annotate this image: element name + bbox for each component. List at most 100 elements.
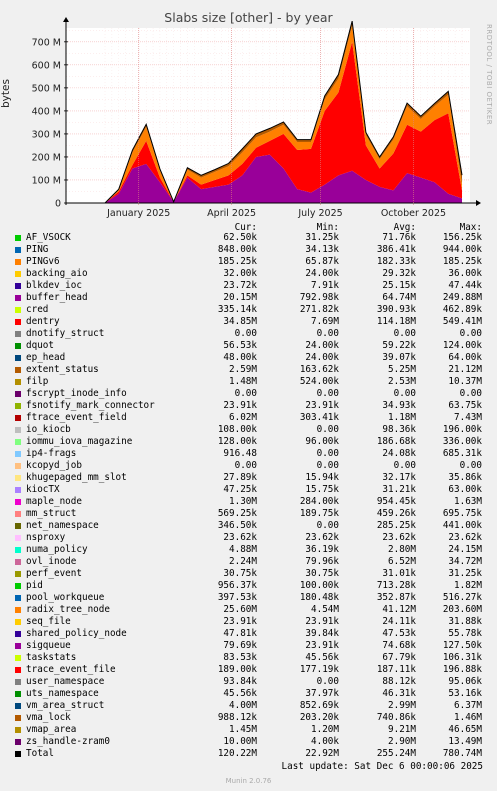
legend-row-total: Total 120.22M 22.92M 255.24M 780.74M <box>12 748 492 760</box>
legend-row-ip4-frags: ip4-frags 916.48 0.00 24.08k 685.31k <box>12 448 492 460</box>
legend-cur: 1.30M <box>229 496 257 507</box>
header-max: Max: <box>459 222 482 233</box>
legend-row-ovl-inode: ovl_inode 2.24M 79.96k 6.52M 34.72M <box>12 556 492 568</box>
legend-avg: 67.79k <box>382 652 416 663</box>
legend-avg: 2.99M <box>388 700 416 711</box>
legend-max: 1.63M <box>454 496 482 507</box>
legend-row-vma-lock: vma_lock 988.12k 203.20k 740.86k 1.46M <box>12 712 492 724</box>
legend-swatch <box>15 535 21 541</box>
legend-swatch <box>15 727 21 733</box>
legend-max: 34.72M <box>448 556 482 567</box>
legend-swatch <box>15 643 21 649</box>
legend-avg: 2.90M <box>388 736 416 747</box>
legend-min: 7.69M <box>311 316 339 327</box>
legend-min: 45.56k <box>305 652 339 663</box>
legend-name: shared_policy_node <box>26 628 127 639</box>
header-avg: Avg: <box>393 222 416 233</box>
legend-name: uts_namespace <box>26 688 99 699</box>
legend-name: radix_tree_node <box>26 604 110 615</box>
legend-swatch <box>15 283 21 289</box>
legend-min: 0.00 <box>316 520 339 531</box>
legend-max: 203.60M <box>442 604 482 615</box>
legend-name: fsnotify_mark_connector <box>26 400 155 411</box>
legend-max: 1.46M <box>454 712 482 723</box>
legend-row-pid: pid 956.37k 100.00k 713.28k 1.82M <box>12 580 492 592</box>
legend-min: 524.00k <box>299 376 339 387</box>
legend-row-ep-head: ep_head 48.00k 24.00k 39.07k 64.00k <box>12 352 492 364</box>
legend-name: net_namespace <box>26 520 99 531</box>
legend-max: 53.16k <box>448 688 482 699</box>
legend-max: 55.78k <box>448 628 482 639</box>
legend-max: 36.00k <box>448 268 482 279</box>
legend-avg: 74.68k <box>382 640 416 651</box>
legend-avg: 6.52M <box>388 556 416 567</box>
legend-swatch <box>15 415 21 421</box>
chart-area: 0 100 M 200 M 300 M 400 M 500 M 600 M 700 M Janu… <box>32 17 481 219</box>
legend-avg: 31.21k <box>382 484 416 495</box>
legend-min: 24.00k <box>305 340 339 351</box>
legend-min: 180.48k <box>299 592 339 603</box>
legend-row-uts-namespace: uts_namespace 45.56k 37.97k 46.31k 53.16k <box>12 688 492 700</box>
legend-avg: 2.53M <box>388 376 416 387</box>
legend-avg: 740.86k <box>376 712 416 723</box>
legend-swatch <box>15 271 21 277</box>
y-tick-label: 200 M <box>32 152 61 163</box>
legend-swatch <box>15 355 21 361</box>
legend-swatch <box>15 427 21 433</box>
legend-swatch <box>15 703 21 709</box>
legend-name: dentry <box>26 316 60 327</box>
legend-max: 63.75k <box>448 400 482 411</box>
legend-row-kioctx: kiocTX 47.25k 15.75k 31.21k 63.00k <box>12 484 492 496</box>
legend-avg: 352.87k <box>376 592 416 603</box>
header-cur: Cur: <box>234 222 257 233</box>
legend-swatch <box>15 379 21 385</box>
legend-cur: 128.00k <box>217 436 257 447</box>
legend-cur: 6.02M <box>229 412 257 423</box>
legend-avg: 41.12M <box>382 604 416 615</box>
legend-cur: 0.00 <box>234 388 257 399</box>
legend-name: nsproxy <box>26 532 66 543</box>
legend-min: 36.19k <box>305 544 339 555</box>
legend-avg: 46.31k <box>382 688 416 699</box>
legend-cur: 23.72k <box>223 280 257 291</box>
legend-name: ftrace_event_field <box>26 412 127 423</box>
legend-row-af-vsock: AF_VSOCK 62.50k 31.25k 71.76k 156.25k <box>12 232 492 244</box>
legend-max: 516.27k <box>442 592 482 603</box>
legend-max: 1.82M <box>454 580 482 591</box>
legend-max: 10.37M <box>448 376 482 387</box>
legend-swatch <box>15 451 21 457</box>
legend-max: 549.41M <box>442 316 482 327</box>
legend-cur: 93.84k <box>223 676 257 687</box>
legend-min: 203.20k <box>299 712 339 723</box>
legend-avg: 71.76k <box>382 232 416 243</box>
legend-row-trace-event-file: trace_event_file 189.00k 177.19k 187.11k 196… <box>12 664 492 676</box>
legend-min: 792.98k <box>299 292 339 303</box>
legend-avg: 285.25k <box>376 520 416 531</box>
legend-name: vmap_area <box>26 724 77 735</box>
legend-min: 31.25k <box>305 232 339 243</box>
legend-swatch <box>15 607 21 613</box>
legend-row-numa-policy: numa_policy 4.88M 36.19k 2.80M 24.15M <box>12 544 492 556</box>
legend-max: 780.74M <box>442 748 482 759</box>
legend-swatch <box>15 391 21 397</box>
legend-avg: 0.00 <box>393 460 416 471</box>
legend-cur: 23.62k <box>223 532 257 543</box>
y-tick-label: 400 M <box>32 106 61 117</box>
legend-name: zs_handle-zram0 <box>26 736 110 747</box>
legend-name: cred <box>26 304 49 315</box>
legend-name: sigqueue <box>26 640 71 651</box>
legend-cur: 1.45M <box>229 724 257 735</box>
legend-swatch <box>15 499 21 505</box>
legend-cur: 79.69k <box>223 640 257 651</box>
legend-min: 1.20M <box>311 724 339 735</box>
legend-row-iommu-iova-magazine: iommu_iova_magazine 128.00k 96.00k 186.68k 3… <box>12 436 492 448</box>
legend: AF_VSOCK 62.50k 31.25k 71.76k 156.25k PING 848… <box>12 232 492 760</box>
y-tick-label: 700 M <box>32 37 61 48</box>
legend-avg: 114.18M <box>376 316 416 327</box>
legend-name: dquot <box>26 340 54 351</box>
legend-row-dnotify-struct: dnotify_struct 0.00 0.00 0.00 0.00 <box>12 328 492 340</box>
legend-row-user-namespace: user_namespace 93.84k 0.00 88.12k 95.06k <box>12 676 492 688</box>
legend-max: 106.31k <box>442 652 482 663</box>
legend-min: 96.00k <box>305 436 339 447</box>
legend-cur: 108.00k <box>217 424 257 435</box>
